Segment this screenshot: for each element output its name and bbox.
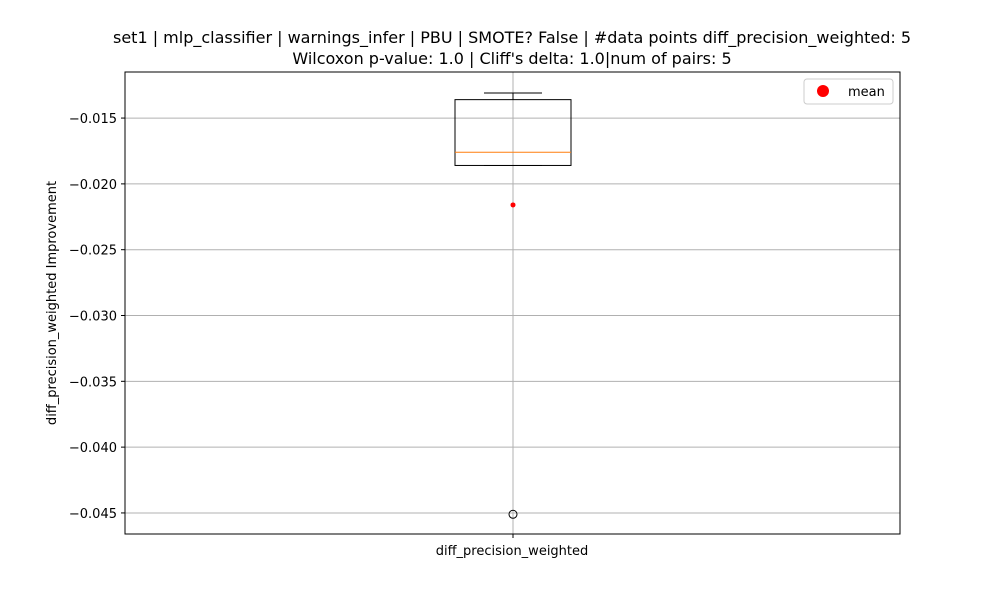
chart-subtitle: Wilcoxon p-value: 1.0 | Cliff's delta: 1… [292,49,731,68]
y-tick-label: −0.015 [69,112,117,127]
legend-box [803,78,894,105]
tick-layer: −0.015 −0.020 −0.025 −0.030 −0.035 −0.040 −0.0… [69,112,514,538]
legend-mean-marker [817,85,829,97]
y-tick-label: −0.025 [69,244,117,259]
grid-layer [125,72,900,534]
interquartile-box [454,99,572,166]
x-axis-label: diff_precision_weighted [436,544,589,559]
y-tick-label: −0.045 [69,507,117,522]
y-tick-label: −0.020 [69,178,117,193]
chart-title: set1 | mlp_classifier | warnings_infer |… [113,28,911,48]
y-tick-label: −0.030 [69,310,117,325]
y-axis-label: diff_precision_weighted Improvement [45,181,60,425]
y-tick-label: −0.035 [69,375,117,390]
legend: mean [803,78,894,105]
y-tick-label: −0.040 [69,441,117,456]
box-layer [454,92,572,519]
outlier-point [508,509,518,519]
legend-mean-label: mean [848,85,885,100]
mean-marker [510,202,516,208]
